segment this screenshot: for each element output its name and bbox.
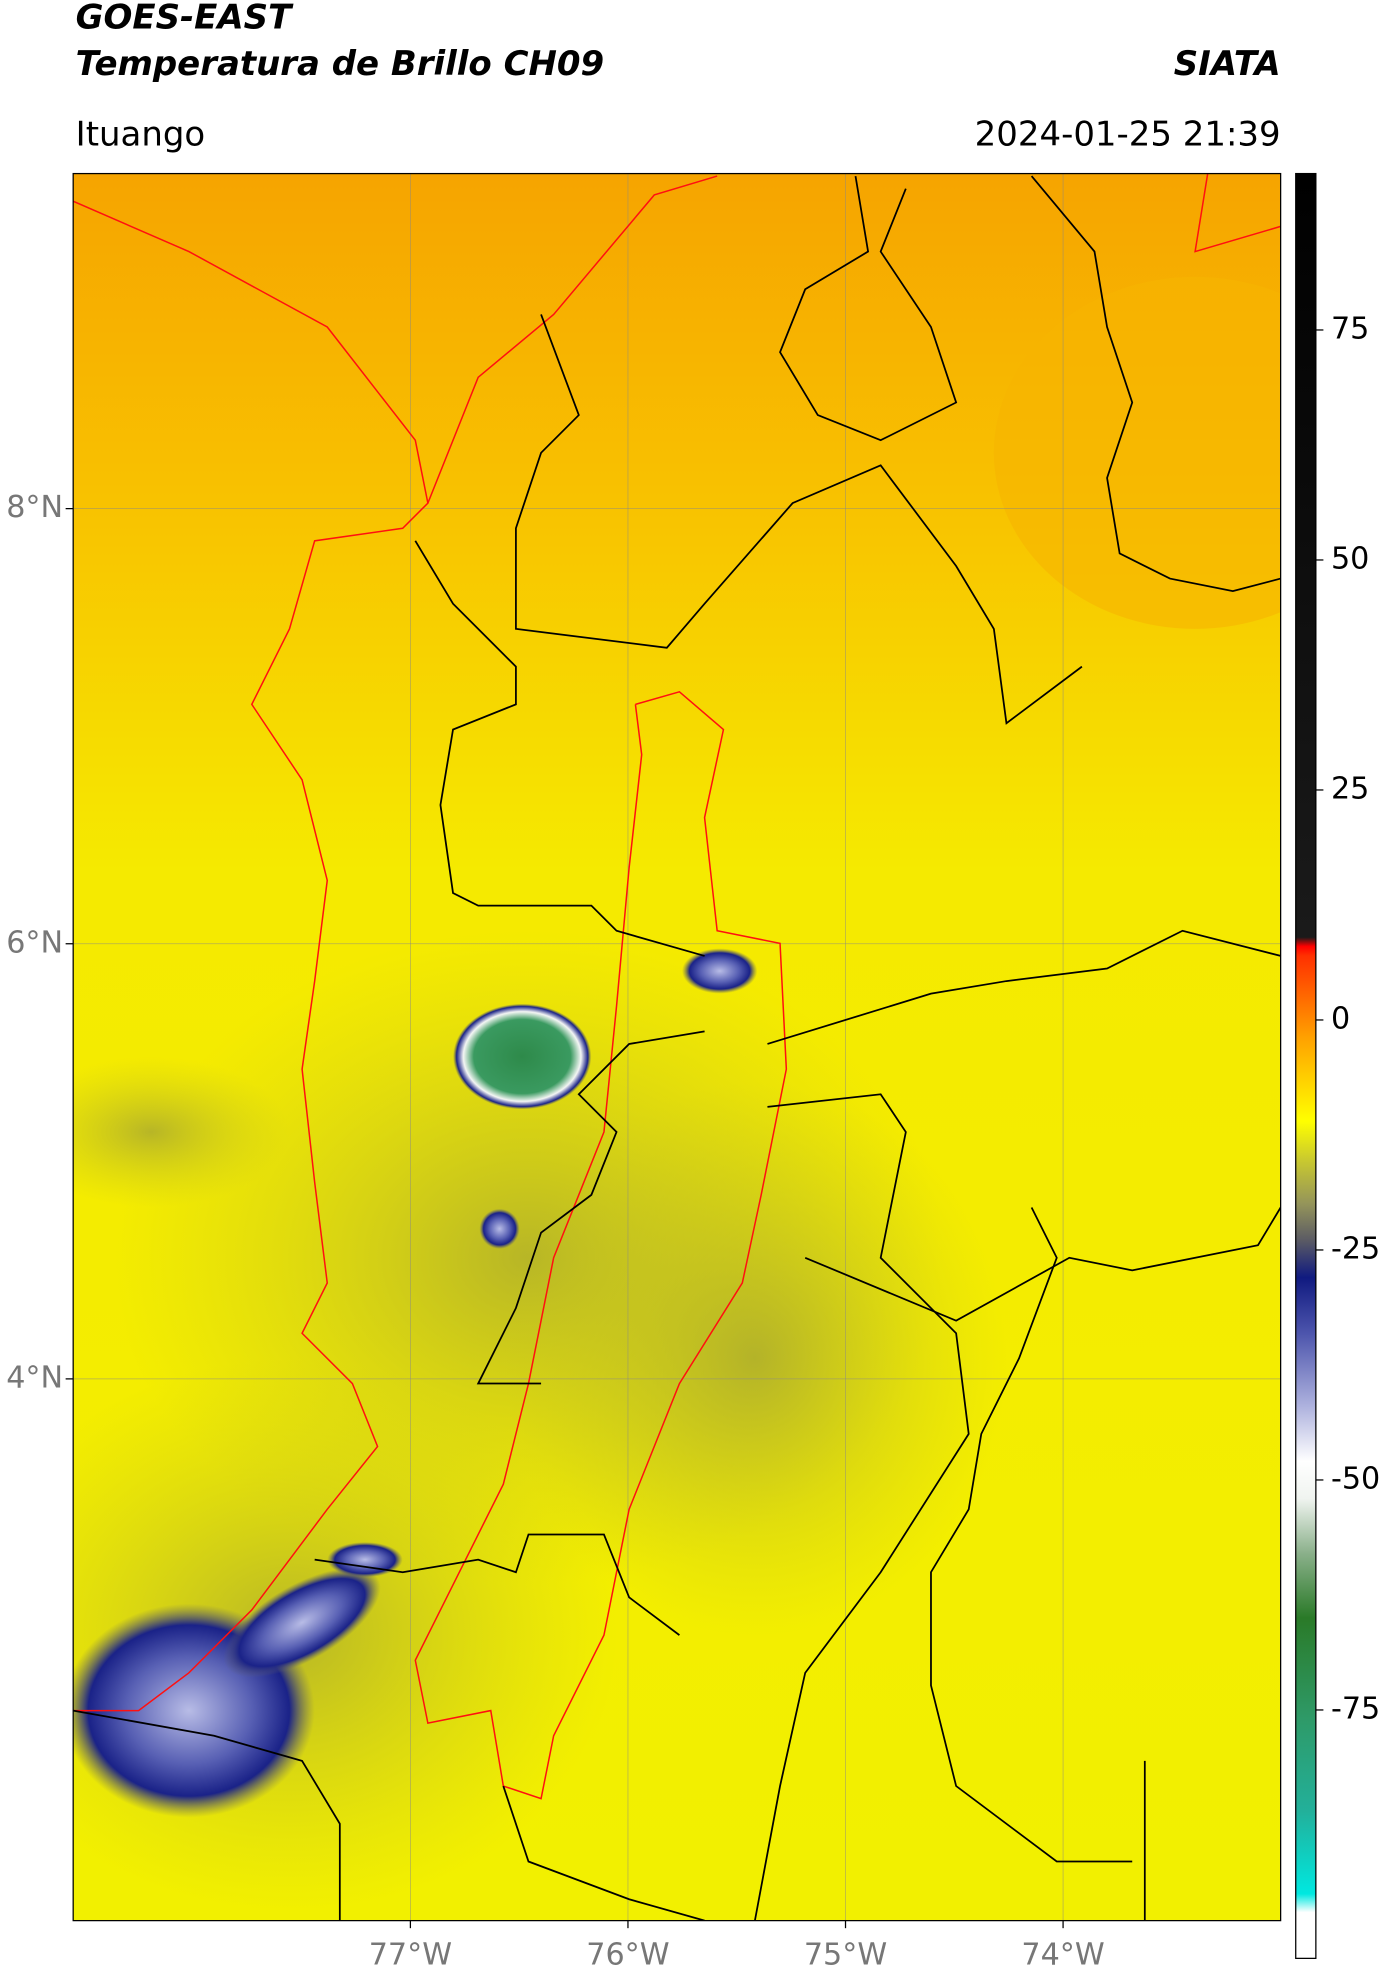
colorbar-tick-label: -75 [1331,1691,1380,1726]
boundary [502,1785,705,1921]
title: GOES-EAST [76,0,294,37]
boundary [930,1207,1133,1863]
coastline [427,175,718,504]
colorbar-tick-label: 50 [1331,541,1369,576]
source: SIATA [1174,44,1281,84]
axes: 77°W 76°W 75°W 74°W 8°N 6°N 4°N [6,490,1104,1972]
colorbar-fill [1295,172,1317,1959]
colorbar-tick-label: 75 [1331,311,1369,346]
boundary [767,929,1281,1045]
colorbar: 75 50 25 0 -25 -50 -75 [1295,172,1380,1959]
y-tick-label: 4°N [6,1360,63,1395]
coastline [1194,173,1281,253]
timestamp: 2024-01-25 21:39 [975,114,1281,154]
y-tick-label: 8°N [6,490,63,525]
colorbar-tick-label: -50 [1331,1461,1380,1496]
cold-cloud [223,1567,381,1678]
boundary [73,1709,341,1921]
x-tick-label: 75°W [804,1937,887,1972]
cloud-area [73,1056,290,1208]
y-tick-label: 6°N [6,925,63,960]
x-tick-label: 74°W [1021,1937,1104,1972]
boundary [779,175,958,442]
grid [73,173,1281,1921]
cold-cloud [479,1208,520,1249]
coastline [73,200,429,1712]
boundary [804,1207,1281,1322]
colorbar-tick-label: -25 [1331,1231,1380,1266]
colorbar-tick-label: 25 [1331,771,1369,806]
cold-cloud [327,1542,403,1578]
x-tick-label: 76°W [586,1937,669,1972]
boundary [476,1030,705,1385]
cloud-area [503,1081,1007,1636]
x-tick-label: 77°W [369,1937,452,1972]
boundary [414,540,705,957]
subtitle: Temperatura de Brillo CH09 [76,44,604,84]
map [73,173,1281,1921]
boundary [314,1533,680,1636]
warm-area [993,276,1281,629]
map-frame [72,172,1282,1922]
cold-cloud [681,948,758,994]
department-boundary [414,690,788,1800]
boundary [1030,175,1281,593]
boundary [515,314,1083,725]
cold-cloud [453,1003,592,1110]
boundary [754,1093,970,1921]
colorbar-tick-label: 0 [1331,1001,1350,1036]
location: Ituango [76,114,206,154]
